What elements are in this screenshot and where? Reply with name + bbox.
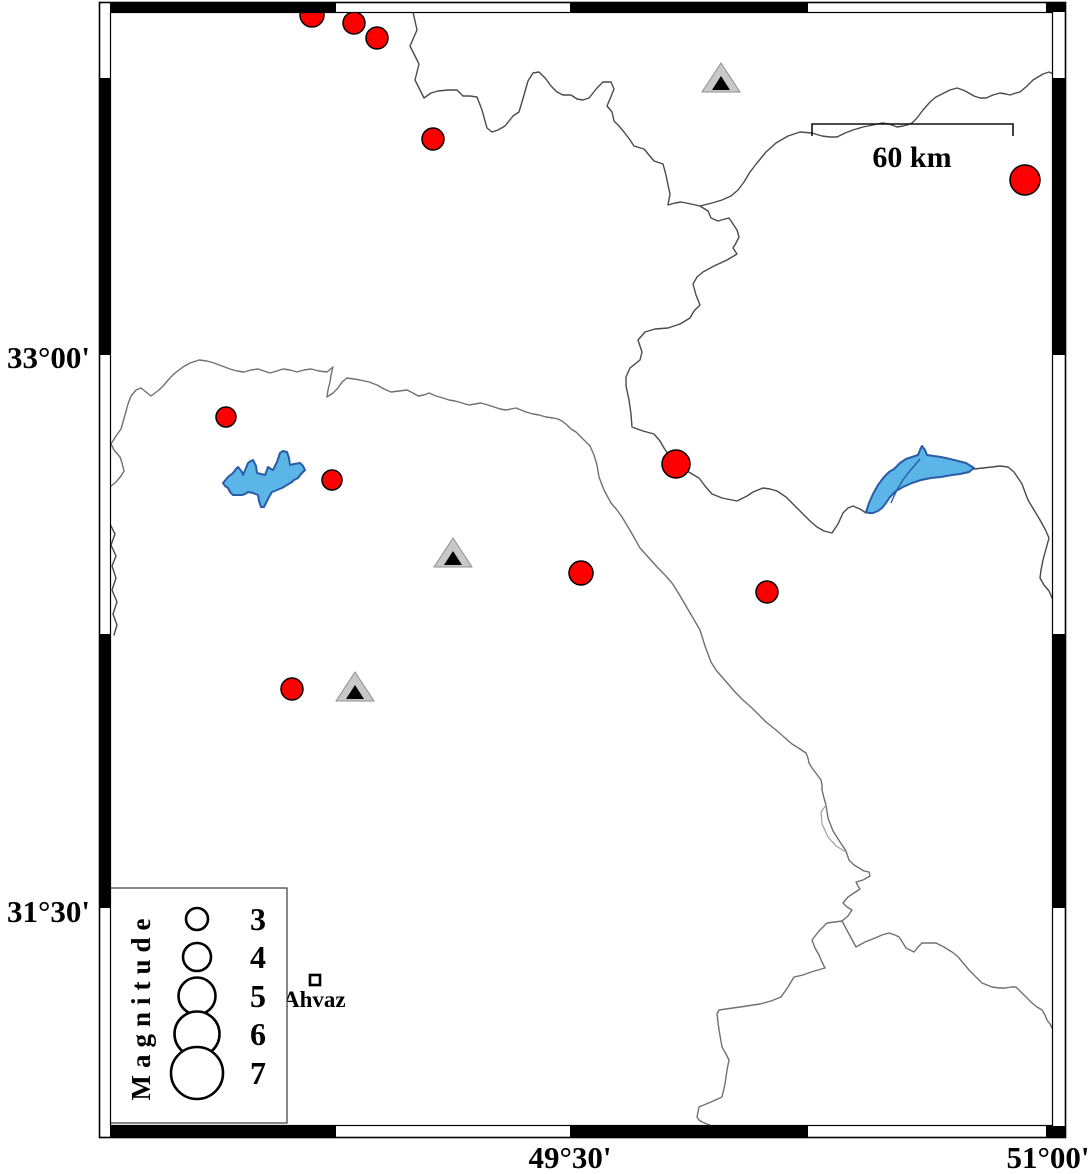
legend-title: Magnitude [126,911,156,1100]
province-boundary-line [110,359,871,1126]
lake-west [222,450,306,508]
legend-value: 3 [250,901,266,937]
legend-circle-mag3 [184,906,210,932]
province-boundary-branch [841,920,1053,1029]
longitude-label-51-00: 51°00' [1006,1140,1089,1174]
city-label: Ahvaz [283,987,346,1012]
triangle-core-icon [712,76,730,90]
frame-segment [1046,1126,1066,1138]
frame-segment [99,634,110,908]
city-square-icon [308,973,322,987]
triangle-core-icon [444,551,462,565]
lake-east [865,445,975,514]
lake-east-shore-line [890,458,921,504]
earthquake-marker [215,406,237,428]
earthquake-marker [342,12,366,35]
frame-outer-line [98,1,1067,1139]
frame-segment [1046,2,1066,12]
latitude-label-33: 33°00' [7,340,90,375]
river-line-north [409,12,867,534]
frame-inner-line [109,11,1054,1127]
earthquake-marker [1009,164,1041,196]
frame-segment [570,1126,808,1138]
triangle-core-icon [346,685,364,699]
legend-value: 4 [250,939,266,975]
longitude-label-49-30: 49°30' [528,1140,611,1174]
frame-segment [1053,78,1066,355]
legend-value: 6 [250,1016,266,1052]
boundary-braid-line [820,804,847,853]
station-triangle-marker [335,671,375,702]
frame-band-left [99,2,110,1138]
scale-bar-label: 60 km [872,141,951,174]
earthquake-marker [280,677,304,701]
map-content: 60 km Ahvaz [110,12,1053,1126]
map-frame [98,1,1067,1139]
frame-segment [110,2,336,12]
earthquake-marker [661,449,691,479]
earthquake-marker [421,127,445,151]
earthquake-marker [321,469,343,491]
legend-circle-mag5 [177,976,217,1016]
frame-segment [1053,634,1066,908]
earthquake-marker [568,560,594,586]
earthquake-marker [365,26,389,50]
legend-value: 5 [250,978,266,1014]
frame-segment [570,2,808,12]
axis-annotations: 33°00' 31°30' 49°30' 51°00' [7,340,1089,1174]
earthquake-marker [299,12,325,28]
frame-segment [99,78,110,355]
legend-value: 7 [250,1055,266,1091]
river-line-east [973,465,1053,599]
city-ahvaz: Ahvaz [283,973,346,1012]
station-triangle-marker [701,62,741,93]
legend-circle-mag4 [181,941,213,973]
station-triangle-marker [433,537,473,568]
magnitude-legend: Magnitude 3 4 5 6 7 [110,887,288,1124]
scale-bar [811,123,1014,136]
frame-segment [110,1126,336,1138]
left-edge-stream [110,523,118,636]
legend-circle-mag7 [169,1045,225,1101]
latitude-label-31-30: 31°30' [7,894,90,929]
earthquake-marker [755,580,779,604]
